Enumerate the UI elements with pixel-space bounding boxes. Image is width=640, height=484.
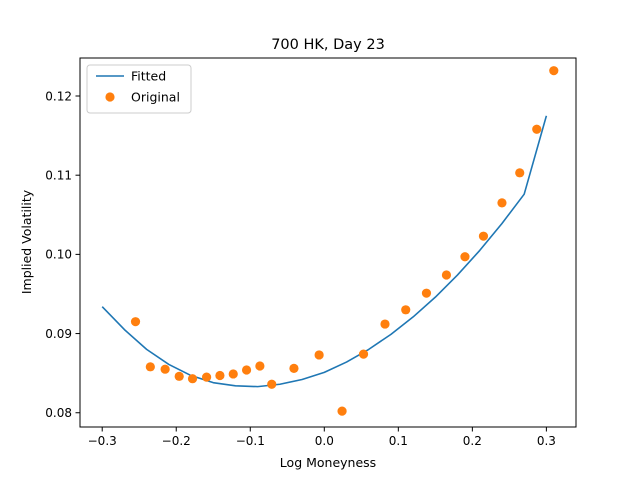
original-point bbox=[549, 66, 559, 76]
x-axis-label: Log Moneyness bbox=[280, 455, 376, 470]
legend-original-swatch bbox=[105, 92, 115, 102]
original-point bbox=[515, 168, 525, 178]
x-tick-label: −0.1 bbox=[236, 434, 265, 448]
legend-original-label: Original bbox=[131, 90, 180, 105]
fitted-curve bbox=[101, 115, 548, 388]
original-point bbox=[478, 231, 489, 241]
plot-lines bbox=[101, 115, 548, 388]
original-point bbox=[130, 317, 141, 327]
legend-fitted-label: Fitted bbox=[131, 69, 166, 84]
y-axis: 0.08 0.09 0.10 0.11 0.12 bbox=[45, 89, 80, 420]
y-tick-label: 0.09 bbox=[45, 327, 72, 341]
original-point bbox=[187, 374, 198, 384]
x-tick-label: 0.2 bbox=[463, 434, 482, 448]
original-point bbox=[201, 372, 212, 382]
legend: Fitted Original bbox=[86, 64, 192, 114]
original-point bbox=[314, 350, 324, 360]
original-point bbox=[289, 363, 299, 373]
x-axis: −0.3 −0.2 −0.1 0.0 0.1 0.2 0.3 bbox=[88, 427, 556, 448]
chart-title: 700 HK, Day 23 bbox=[271, 37, 385, 53]
original-point bbox=[337, 406, 347, 416]
original-point bbox=[267, 379, 277, 389]
original-point bbox=[358, 349, 369, 359]
x-tick-label: 0.1 bbox=[389, 434, 408, 448]
original-point bbox=[228, 369, 238, 379]
original-point bbox=[497, 198, 507, 208]
legend-box bbox=[86, 64, 192, 114]
y-tick-label: 0.12 bbox=[45, 89, 72, 103]
y-tick-label: 0.10 bbox=[45, 248, 72, 262]
x-tick-label: 0.3 bbox=[537, 434, 556, 448]
plot-points bbox=[130, 66, 559, 416]
original-point bbox=[380, 319, 390, 329]
y-tick-label: 0.08 bbox=[45, 406, 72, 420]
y-tick-label: 0.11 bbox=[45, 168, 72, 182]
original-point bbox=[160, 364, 170, 374]
original-point bbox=[145, 362, 155, 372]
x-tick-label: 0.0 bbox=[315, 434, 334, 448]
original-point bbox=[215, 370, 225, 381]
original-point bbox=[532, 124, 542, 134]
original-point bbox=[255, 361, 265, 371]
plot-frame bbox=[79, 57, 577, 428]
original-point bbox=[460, 252, 470, 262]
y-axis-label: Implied Volatility bbox=[19, 189, 34, 294]
original-point bbox=[174, 371, 184, 381]
original-point bbox=[241, 365, 252, 375]
x-tick-label: −0.3 bbox=[88, 434, 117, 448]
original-point bbox=[421, 288, 432, 298]
original-point bbox=[441, 270, 452, 280]
original-point bbox=[401, 305, 411, 315]
x-tick-label: −0.2 bbox=[162, 434, 191, 448]
